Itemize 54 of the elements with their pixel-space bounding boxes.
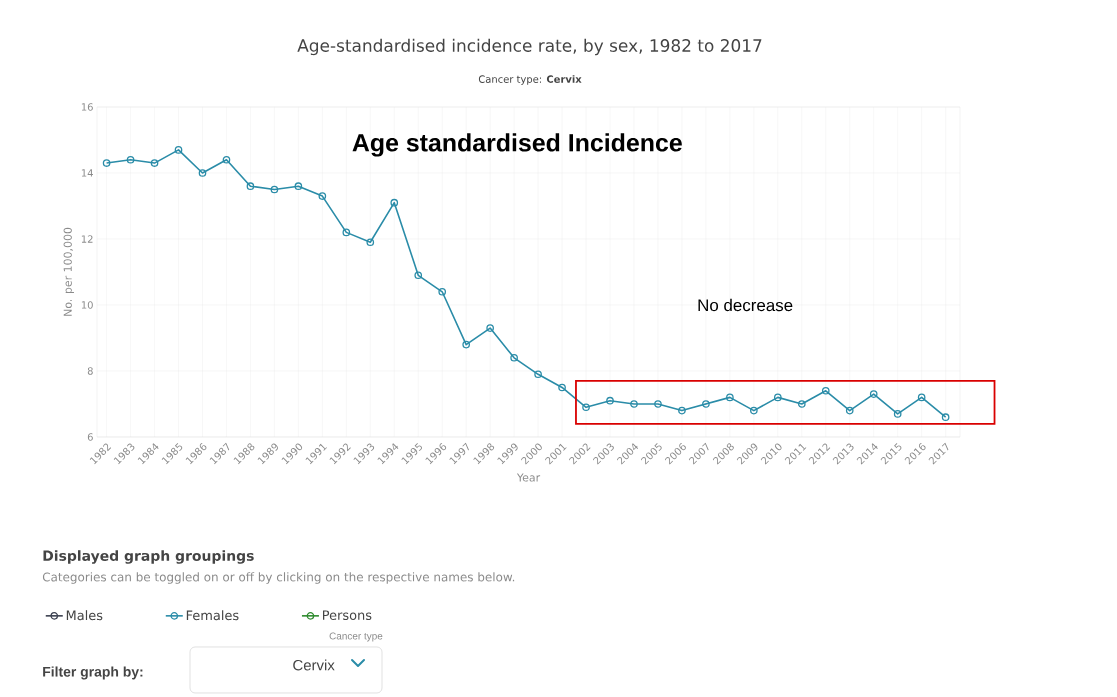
point [342,228,351,237]
point [630,400,638,408]
point [198,169,207,177]
y-tick-label: 10 [81,301,93,309]
point [558,383,566,392]
text: Cancer type [329,632,383,642]
legend-label: Females [186,610,239,621]
point [318,192,327,200]
point [869,390,878,398]
text: Categories can be toggled on or off by clicking on the respective names below. [42,572,515,584]
text: Displayed graph groupings [43,550,254,564]
point [150,159,159,167]
point [294,182,303,191]
chart-subtitle: Cancer type: Cervix [478,75,582,85]
annotation: Age standardised Incidence [352,133,682,157]
text: Cervix [293,659,335,671]
point [174,146,183,154]
point [486,324,494,332]
y-tick-label: 8 [87,367,93,375]
annotation: No decrease [698,298,793,312]
point [126,155,135,164]
point [438,287,447,296]
point [390,198,399,207]
point [414,271,423,280]
point [246,182,255,191]
point [534,370,542,379]
point [893,410,902,418]
legend-label: Males [66,610,103,621]
point [654,400,662,408]
point [726,393,734,402]
point [845,406,854,415]
point [606,396,614,405]
point [270,185,279,194]
point [797,400,806,408]
point [773,393,782,402]
point [582,403,590,412]
y-tick-label: 14 [81,169,93,177]
x-axis-title: Year [516,473,541,482]
text: Filter graph by: [43,666,143,680]
point [678,406,686,415]
y-axis-title: No. per 100,000 [63,227,74,316]
legend-label: Persons [323,610,372,621]
point [702,400,710,408]
chart-title: Age-standardised incidence rate, by sex, 1982 to 2017 [297,38,762,56]
y-tick-label: 16 [81,103,93,111]
point [510,353,518,362]
point [917,393,926,402]
point [750,406,758,415]
y-tick-label: 12 [81,235,93,243]
y-tick-label: 6 [87,433,93,441]
point [462,340,471,349]
point [821,386,830,395]
point [222,155,231,164]
point [366,238,375,247]
